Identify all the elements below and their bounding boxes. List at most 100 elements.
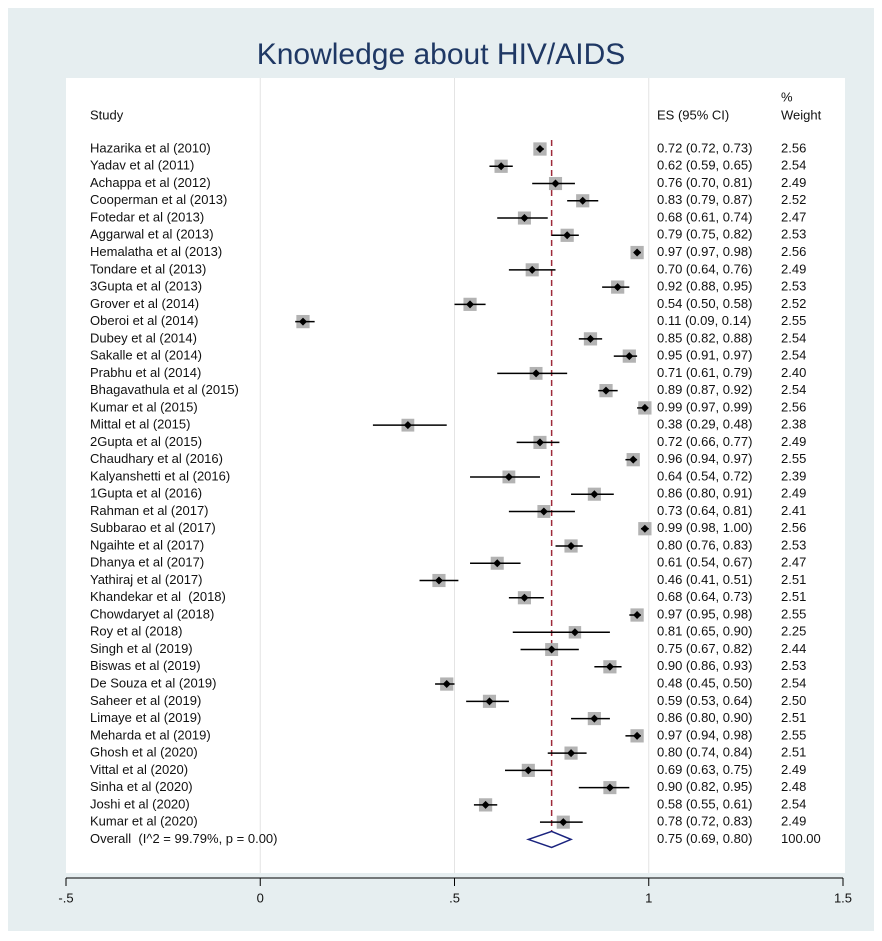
es-label: 0.81 (0.65, 0.90)	[657, 624, 752, 639]
point-estimate	[629, 455, 638, 464]
study-label: Kalyanshetti et al (2016)	[90, 468, 230, 483]
study-label: Fotedar et al (2013)	[90, 209, 204, 224]
point-estimate	[497, 162, 506, 171]
study-label: Bhagavathula et al (2015)	[90, 382, 239, 397]
es-label: 0.59 (0.53, 0.64)	[657, 693, 752, 708]
point-estimate	[442, 680, 451, 689]
point-estimate	[434, 576, 443, 585]
study-label: Yathiraj et al (2017)	[90, 572, 203, 587]
es-label: 0.76 (0.70, 0.81)	[657, 175, 752, 190]
x-tick-label: 0	[257, 890, 264, 905]
chart-title: Knowledge about HIV/AIDS	[257, 38, 626, 71]
overall-diamond	[526, 830, 574, 849]
weight-label: 2.49	[781, 814, 806, 829]
study-label: De Souza et al (2019)	[90, 675, 216, 690]
study-label: Chowdaryet al (2018)	[90, 606, 214, 621]
point-estimate	[520, 593, 529, 602]
study-label: Hemalatha et al (2013)	[90, 244, 222, 259]
weight-label: 2.51	[781, 589, 806, 604]
x-tick-label: 1	[645, 890, 652, 905]
es-label: 0.96 (0.94, 0.97)	[657, 451, 752, 466]
study-label: Ghosh et al (2020)	[90, 745, 198, 760]
weight-label: 2.54	[781, 158, 806, 173]
weight-label: 2.48	[781, 779, 806, 794]
study-label: Singh et al (2019)	[90, 641, 193, 656]
es-label: 0.71 (0.61, 0.79)	[657, 365, 752, 380]
point-estimate	[535, 438, 544, 447]
study-label: Sinha et al (2020)	[90, 779, 193, 794]
weight-header: Weight	[781, 107, 822, 122]
point-estimate	[528, 265, 537, 274]
study-label: Limaye et al (2019)	[90, 710, 201, 725]
study-label: Joshi et al (2020)	[90, 796, 190, 811]
weight-label: 2.49	[781, 175, 806, 190]
weight-label: 2.38	[781, 417, 806, 432]
point-estimate	[633, 731, 642, 740]
point-estimate	[605, 783, 614, 792]
point-estimate	[586, 334, 595, 343]
study-label: Hazarika et al (2010)	[90, 140, 211, 155]
es-label: 0.73 (0.64, 0.81)	[657, 503, 752, 518]
weight-label: 100.00	[781, 831, 821, 846]
study-header: Study	[90, 107, 124, 122]
point-estimate	[590, 490, 599, 499]
weight-label: 2.50	[781, 693, 806, 708]
point-estimate	[535, 145, 544, 153]
weight-label: 2.44	[781, 641, 806, 656]
weight-label: 2.51	[781, 572, 806, 587]
point-estimate	[633, 248, 642, 257]
point-estimate	[567, 541, 576, 550]
weight-label: 2.49	[781, 434, 806, 449]
weight-label: 2.41	[781, 503, 806, 518]
point-estimate	[485, 697, 494, 706]
plot-panel	[66, 78, 845, 873]
study-label: Achappa et al (2012)	[90, 175, 211, 190]
study-label: Oberoi et al (2014)	[90, 313, 198, 328]
weight-label: 2.52	[781, 296, 806, 311]
es-label: 0.11 (0.09, 0.14)	[657, 313, 751, 328]
es-label: 0.99 (0.97, 0.99)	[657, 399, 752, 414]
study-label: Vittal et al (2020)	[90, 762, 188, 777]
es-label: 0.46 (0.41, 0.51)	[657, 572, 752, 587]
es-label: 0.48 (0.45, 0.50)	[657, 675, 752, 690]
weight-label: 2.56	[781, 244, 806, 259]
es-label: 0.75 (0.69, 0.80)	[657, 831, 752, 846]
point-estimate	[532, 369, 541, 378]
weight-label: 2.49	[781, 486, 806, 501]
point-estimate	[298, 317, 307, 326]
study-label: Aggarwal et al (2013)	[90, 227, 214, 242]
study-label: Prabhu et al (2014)	[90, 365, 201, 380]
es-label: 0.62 (0.59, 0.65)	[657, 158, 752, 173]
es-label: 0.79 (0.75, 0.82)	[657, 227, 752, 242]
point-estimate	[551, 179, 560, 188]
es-label: 0.68 (0.64, 0.73)	[657, 589, 752, 604]
study-label: Saheer et al (2019)	[90, 693, 201, 708]
study-label: Ngaihte et al (2017)	[90, 537, 204, 552]
study-label: Khandekar et al (2018)	[90, 589, 226, 604]
es-label: 0.90 (0.82, 0.95)	[657, 779, 752, 794]
point-estimate	[605, 662, 614, 671]
es-label: 0.72 (0.66, 0.77)	[657, 434, 752, 449]
weight-label: 2.54	[781, 348, 806, 363]
es-label: 0.70 (0.64, 0.76)	[657, 261, 752, 276]
study-label: 2Gupta et al (2015)	[90, 434, 202, 449]
weight-label: 2.40	[781, 365, 806, 380]
study-label: Dubey et al (2014)	[90, 330, 197, 345]
es-label: 0.75 (0.67, 0.82)	[657, 641, 752, 656]
study-label: Meharda et al (2019)	[90, 727, 211, 742]
point-estimate	[640, 524, 649, 533]
es-label: 0.90 (0.86, 0.93)	[657, 658, 752, 673]
study-label: Chaudhary et al (2016)	[90, 451, 223, 466]
weight-label: 2.56	[781, 399, 806, 414]
es-label: 0.83 (0.79, 0.87)	[657, 192, 752, 207]
weight-label: 2.39	[781, 468, 806, 483]
es-label: 0.95 (0.91, 0.97)	[657, 348, 752, 363]
weight-label: 2.54	[781, 796, 806, 811]
es-label: 0.61 (0.54, 0.67)	[657, 555, 752, 570]
study-label: Cooperman et al (2013)	[90, 192, 227, 207]
point-estimate	[547, 645, 556, 654]
es-label: 0.80 (0.76, 0.83)	[657, 537, 752, 552]
es-label: 0.78 (0.72, 0.83)	[657, 814, 752, 829]
weight-label: 2.54	[781, 382, 806, 397]
es-label: 0.99 (0.98, 1.00)	[657, 520, 752, 535]
